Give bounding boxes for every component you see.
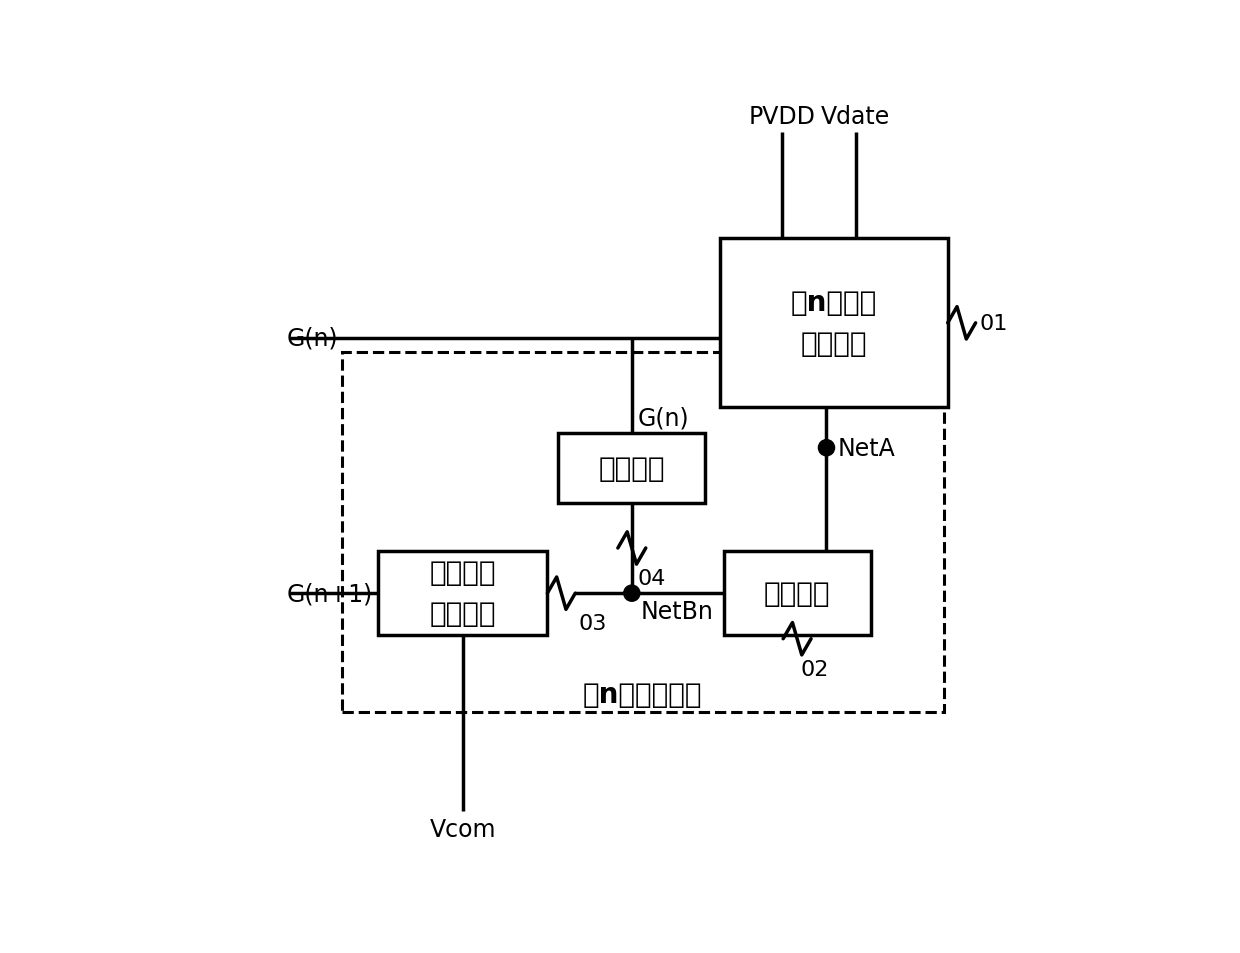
Circle shape (818, 440, 835, 456)
Text: G(n): G(n) (637, 406, 689, 430)
Text: Vcom: Vcom (429, 818, 496, 841)
Text: 01: 01 (980, 314, 1008, 334)
Text: 第n级补偿电路: 第n级补偿电路 (583, 680, 703, 708)
Text: 第n级像素
驱动电路: 第n级像素 驱动电路 (791, 289, 877, 358)
Text: 03: 03 (579, 614, 608, 634)
Bar (558, 434, 706, 503)
Text: PVDD: PVDD (749, 105, 816, 129)
Text: 02: 02 (801, 659, 830, 679)
Bar (378, 551, 547, 636)
Circle shape (624, 585, 640, 601)
Text: 补偿模块: 补偿模块 (764, 579, 831, 607)
Bar (342, 353, 944, 713)
Text: NetBn: NetBn (641, 599, 713, 623)
Text: NetA: NetA (837, 436, 895, 460)
Text: Vdate: Vdate (821, 105, 890, 129)
Text: G(n+1): G(n+1) (286, 581, 373, 605)
Bar (720, 239, 947, 408)
Text: 下拉模块: 下拉模块 (599, 455, 665, 482)
Bar (724, 551, 870, 636)
Text: 补偿信号
产生模块: 补偿信号 产生模块 (429, 558, 496, 628)
Text: 04: 04 (637, 568, 666, 588)
Text: G(n): G(n) (286, 326, 339, 350)
